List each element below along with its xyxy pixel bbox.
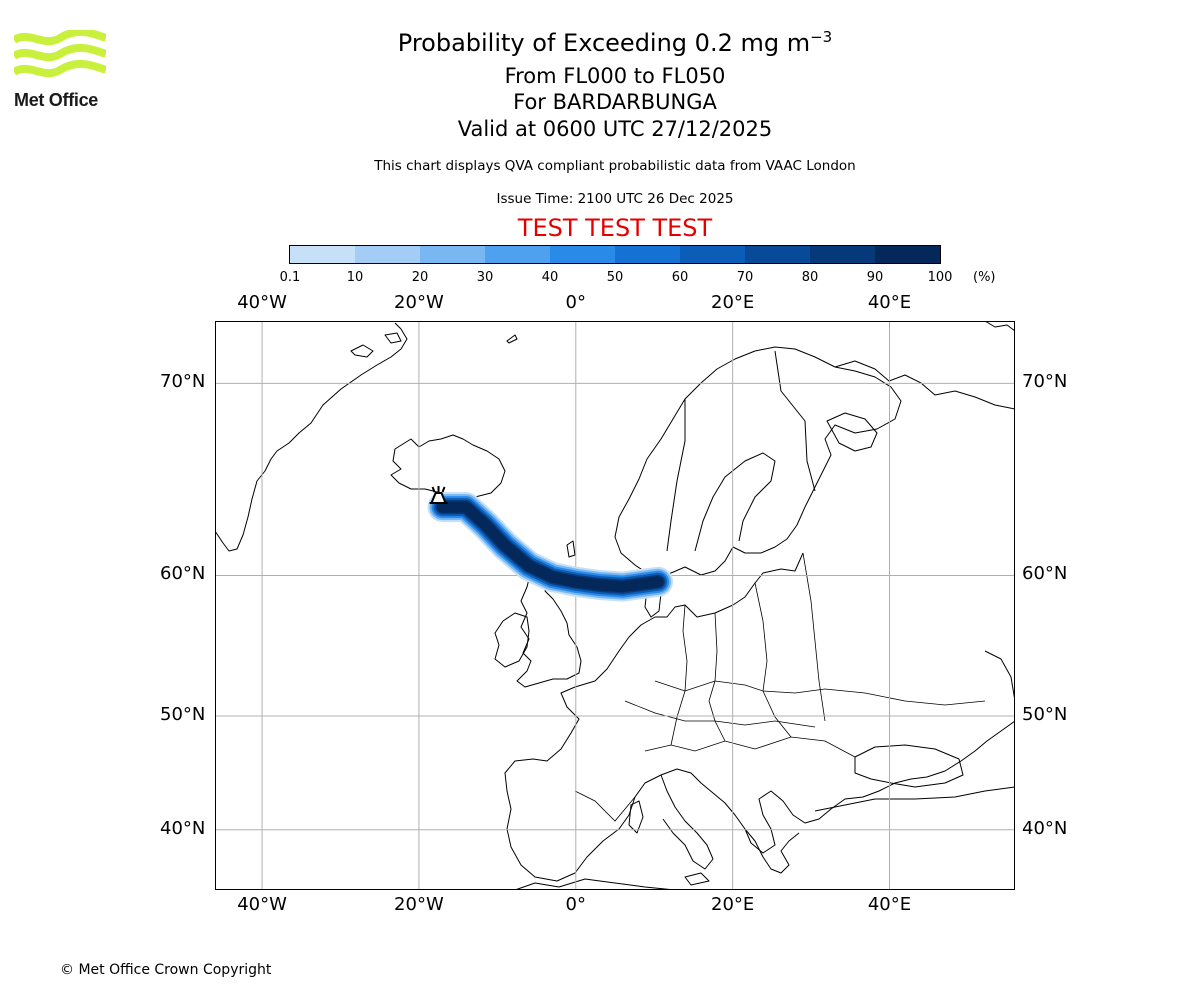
coast-iceland bbox=[390, 434, 506, 498]
logo-wave-3 bbox=[14, 60, 106, 78]
coast-turkey bbox=[814, 786, 1015, 812]
latitude-label: 70°N bbox=[160, 371, 206, 393]
ash-plume bbox=[427, 492, 674, 602]
copyright-text: © Met Office Crown Copyright bbox=[60, 962, 272, 978]
latitude-label: 50°N bbox=[1022, 704, 1068, 726]
colorbar bbox=[289, 245, 941, 264]
longitude-label: 20°E bbox=[711, 894, 755, 915]
coast-greece bbox=[744, 828, 800, 874]
colorbar-tick-label: 20 bbox=[411, 270, 429, 285]
logo-wave-2 bbox=[14, 44, 106, 62]
longitude-label: 20°E bbox=[711, 292, 755, 313]
colorbar-segment bbox=[550, 246, 615, 263]
coast-jan-mayen bbox=[506, 334, 518, 344]
coast-italy bbox=[660, 774, 714, 870]
border-sweden-finland bbox=[666, 399, 686, 552]
chart-title: Probability of Exceeding 0.2 mg m−3 bbox=[0, 28, 1200, 57]
coast-sicily bbox=[684, 872, 710, 886]
longitude-label: 20°W bbox=[394, 292, 444, 313]
latitude-label: 40°N bbox=[1022, 817, 1068, 839]
coast-western-europe bbox=[504, 616, 1015, 882]
border-finland-russia bbox=[774, 350, 816, 492]
colorbar-tick-label: 100 bbox=[927, 270, 953, 285]
latitude-label: 50°N bbox=[160, 704, 206, 726]
coast-white-sea bbox=[826, 412, 878, 452]
colorbar-tick-label: 10 bbox=[346, 270, 364, 285]
coast-black-sea bbox=[854, 744, 964, 788]
test-banner: TEST TEST TEST bbox=[517, 214, 713, 242]
coast-russia-north bbox=[834, 360, 1015, 410]
colorbar-tick-label: 60 bbox=[671, 270, 689, 285]
colorbar-tick-label: 70 bbox=[736, 270, 754, 285]
coast-caspian bbox=[984, 650, 1015, 702]
colorbar-segment bbox=[290, 246, 355, 263]
volcano-icon bbox=[429, 486, 448, 505]
colorbar-segment bbox=[420, 246, 485, 263]
colorbar-segment bbox=[485, 246, 550, 263]
coastlines bbox=[215, 321, 1015, 890]
subtitle-valid: Valid at 0600 UTC 27/12/2025 bbox=[457, 117, 773, 141]
logo-text: Met Office bbox=[14, 90, 99, 110]
latitude-label: 60°N bbox=[160, 563, 206, 585]
coast-ireland bbox=[494, 612, 530, 668]
longitude-label: 20°W bbox=[394, 894, 444, 915]
coast-baltic bbox=[655, 552, 804, 618]
map-frame bbox=[215, 321, 1015, 890]
coast-svalbard bbox=[984, 321, 1015, 332]
longitude-label: 0° bbox=[565, 292, 587, 313]
colorbar-frame bbox=[289, 245, 941, 264]
volcano-marker bbox=[429, 486, 448, 505]
colorbar-tick-label: 40 bbox=[541, 270, 559, 285]
country-borders bbox=[574, 552, 986, 822]
latitude-label: 40°N bbox=[160, 817, 206, 839]
disclaimer-text: This chart displays QVA compliant probab… bbox=[374, 158, 856, 174]
logo-wave-1 bbox=[14, 30, 106, 46]
coast-gulf-of-bothnia bbox=[694, 452, 776, 552]
chart-title-text: Probability of Exceeding 0.2 mg m bbox=[397, 29, 811, 57]
colorbar-segment bbox=[615, 246, 680, 263]
colorbar-tick-label: 0.1 bbox=[279, 270, 301, 285]
met-office-logo bbox=[14, 30, 106, 78]
subtitle-levels: From FL000 to FL050 bbox=[504, 64, 726, 88]
coast-sardinia bbox=[628, 800, 644, 834]
longitude-label: 0° bbox=[565, 894, 587, 915]
longitude-label: 40°W bbox=[237, 894, 287, 915]
colorbar-segment bbox=[745, 246, 810, 263]
coast-greenland-islands bbox=[350, 332, 402, 358]
latitude-label: 70°N bbox=[1022, 371, 1068, 393]
colorbar-tick-label: 90 bbox=[866, 270, 884, 285]
issue-time: Issue Time: 2100 UTC 26 Dec 2025 bbox=[496, 191, 734, 207]
subtitle-volcano: For BARDARBUNGA bbox=[513, 90, 717, 114]
colorbar-segment bbox=[810, 246, 875, 263]
map-panel[interactable] bbox=[215, 321, 1015, 890]
chart-title-exponent: −3 bbox=[810, 28, 833, 46]
coast-scandinavia bbox=[614, 346, 902, 580]
colorbar-tick-label: 50 bbox=[606, 270, 624, 285]
colorbar-units: (%) bbox=[973, 270, 996, 285]
longitude-label: 40°E bbox=[867, 292, 912, 313]
longitude-label: 40°W bbox=[237, 292, 287, 313]
colorbar-tick-label: 80 bbox=[801, 270, 819, 285]
colorbar-segment bbox=[875, 246, 940, 263]
coast-greenland bbox=[215, 322, 408, 552]
colorbar-segment bbox=[680, 246, 745, 263]
colorbar-segment bbox=[355, 246, 420, 263]
plume-probability-band bbox=[437, 501, 664, 593]
longitude-label: 40°E bbox=[867, 894, 912, 915]
latitude-label: 60°N bbox=[1022, 563, 1068, 585]
colorbar-tick-label: 30 bbox=[476, 270, 494, 285]
coast-north-africa bbox=[514, 878, 676, 890]
graticule bbox=[215, 321, 1015, 890]
